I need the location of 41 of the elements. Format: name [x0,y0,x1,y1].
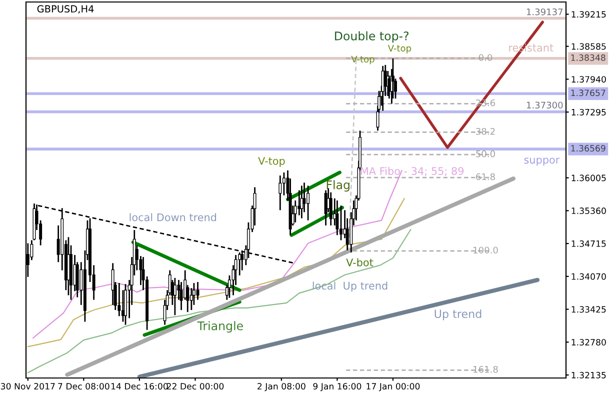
x-tick-label: 7 Dec 08:00 [58,383,110,390]
y-tick-label: 1.35360 [572,208,606,214]
annotation: 1.39137 [526,8,563,16]
annotation: V-top [351,56,374,64]
x-tick-label: 9 Jan 16:00 [313,383,362,392]
annotation: Double top-? [335,31,409,43]
chart-title: GBPUSD,H4 [37,5,94,14]
ref-line-label: 1.37657 [571,90,606,96]
annotation: 38.2 [476,128,495,135]
annotation: V-bot [346,258,374,266]
annotation: suppor [524,158,560,166]
annotation: 0.0 [478,54,492,61]
y-tick-label: 1.37940 [572,76,606,83]
x-tick-label: 30 Nov 2017 [0,383,55,390]
ref-line-label: 1.36569 [571,145,606,152]
y-tick-label: 1.36005 [572,174,606,182]
y-tick-label: 1.32135 [572,372,606,378]
y-tick-label: 1.37295 [572,108,606,116]
y-tick-label: 1.34070 [572,273,606,280]
annotation: Flag [326,180,350,192]
x-tick-label: 2 Jan 08:00 [258,383,306,392]
y-tick-label: 1.34715 [572,240,606,247]
annotation: 50.0 [476,150,495,158]
annotation: Up trend [434,309,482,320]
y-tick-label: 1.38585 [572,43,606,50]
y-tick-label: 1.39215 [572,11,606,18]
y-tick-label: 1.33425 [572,306,606,313]
annotation: MA Fibo - 34; 55; 89 [360,166,464,176]
y-tick-label: 1.32780 [572,339,606,346]
x-tick-label: 14 Dec 16:00 [111,383,168,390]
annotation: Triangle [197,321,243,333]
annotation: 161.8 [474,366,498,373]
annotation: 1.37300 [526,102,563,109]
x-tick-label: 17 Jan 00:00 [366,383,420,392]
annotation: V-top [388,44,412,54]
annotation: V-top [258,157,285,167]
annotation: local Down trend [130,213,216,222]
annotation: 100.0 [474,246,498,254]
annotation: 61.8 [476,173,495,180]
x-tick-label: 22 Dec 00:00 [166,383,224,390]
ref-line-label: 1.38348 [571,54,606,61]
